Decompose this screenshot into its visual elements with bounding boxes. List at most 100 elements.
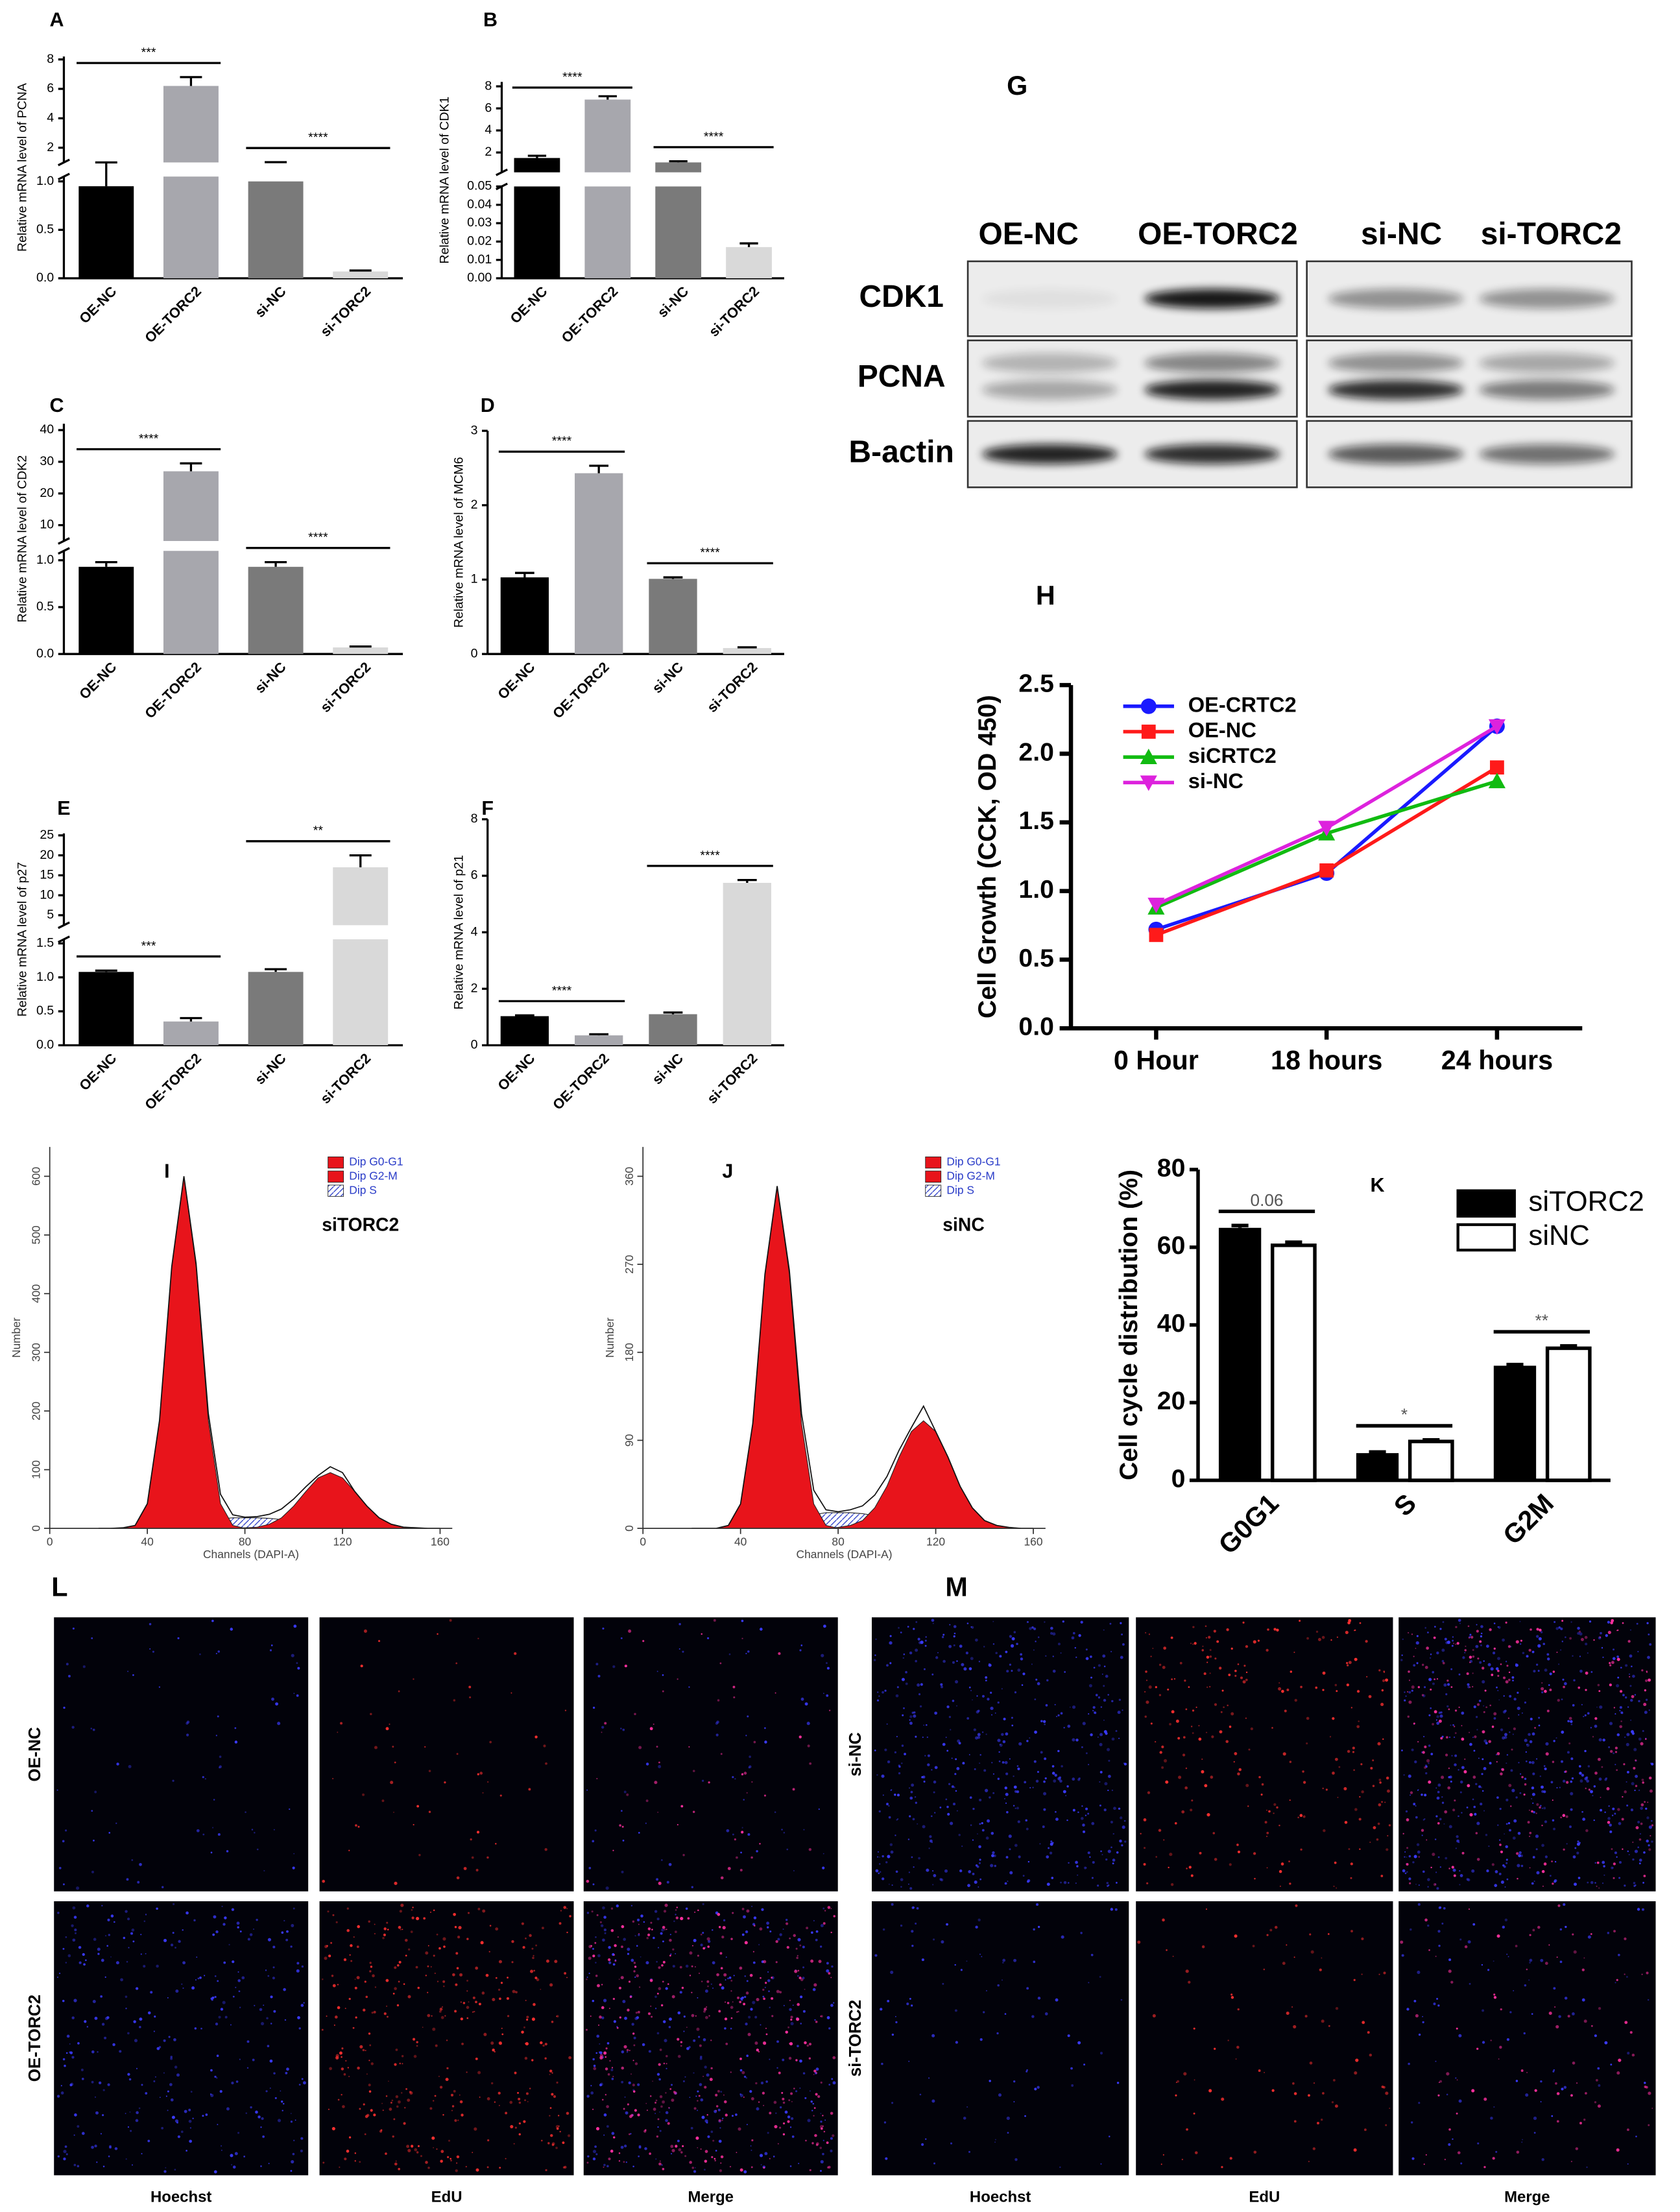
- cell-dot: [515, 1991, 518, 1993]
- cell-dot: [689, 1975, 691, 1977]
- cell-dot: [1294, 1699, 1297, 1702]
- cell-dot: [809, 1762, 812, 1765]
- cell-dot: [1622, 1694, 1625, 1696]
- cell-dot: [956, 1767, 960, 1770]
- cell-dot: [997, 1701, 1000, 1704]
- cell-dot: [767, 2132, 769, 2134]
- cell-dot: [1254, 1877, 1256, 1880]
- cell-dot: [564, 2165, 567, 2169]
- blot-band: [1328, 289, 1464, 309]
- cell-dot: [1049, 1851, 1053, 1855]
- cell-dot: [486, 2097, 490, 2100]
- cell-dot: [1630, 1719, 1632, 1721]
- cell-dot: [1188, 1866, 1192, 1869]
- axis-break: [58, 921, 70, 930]
- cell-dot: [1315, 1630, 1319, 1633]
- cell-dot: [586, 1912, 590, 1914]
- cell-dot: [1060, 1881, 1062, 1884]
- cell-dot: [996, 2032, 999, 2035]
- legend-label: Dip G2-M: [349, 1169, 397, 1182]
- cell-dot: [243, 2156, 245, 2158]
- cell-dot: [435, 2044, 438, 2047]
- cell-dot: [695, 1966, 696, 1967]
- cell-dot: [874, 1749, 876, 1751]
- cell-dot: [1567, 2015, 1570, 2018]
- cell-dot: [1598, 1738, 1602, 1742]
- cell-dot: [1077, 1811, 1079, 1814]
- cell-dot: [656, 1917, 660, 1921]
- axis-break: [58, 547, 70, 555]
- cell-dot: [298, 2084, 301, 2086]
- cell-dot: [1647, 1655, 1650, 1659]
- cell-dot: [1505, 1845, 1509, 1849]
- cell-dot: [389, 2108, 392, 2111]
- cell-dot: [881, 1774, 885, 1778]
- cell-dot: [977, 1833, 978, 1834]
- cell-dot: [941, 1685, 943, 1689]
- cell-dot: [1116, 1851, 1119, 1854]
- cell-dot: [1005, 1792, 1009, 1796]
- x-tick-label: 80: [832, 1535, 844, 1548]
- cell-dot: [1598, 1690, 1601, 1692]
- cell-dot: [815, 2067, 819, 2071]
- cell-dot: [789, 2126, 792, 2128]
- cell-dot: [1405, 1810, 1408, 1813]
- cell-dot: [626, 2051, 629, 2053]
- cell-dot: [763, 2104, 765, 2106]
- cell-dot: [56, 1789, 58, 1791]
- cell-dot: [739, 2093, 741, 2095]
- cell-dot: [763, 1997, 766, 2001]
- cell-dot: [1293, 2120, 1297, 2123]
- cell-dot: [1635, 1759, 1637, 1762]
- cell-dot: [896, 1686, 899, 1689]
- cell-dot: [494, 2101, 496, 2103]
- cell-dot: [901, 1744, 904, 1747]
- cell-dot: [823, 1692, 824, 1694]
- cell-dot: [341, 2067, 344, 2071]
- cell-dot: [359, 2045, 363, 2049]
- cell-dot: [717, 2089, 720, 2093]
- cell-dot: [954, 1632, 956, 1635]
- error-bar: [180, 76, 202, 86]
- cell-dot: [1436, 1678, 1439, 1680]
- cell-dot: [1057, 1714, 1060, 1716]
- cell-dot: [72, 1938, 76, 1942]
- cell-dot: [1491, 1863, 1494, 1866]
- cell-dot: [529, 2087, 531, 2089]
- cell-dot: [1209, 1686, 1211, 1688]
- cell-dot: [706, 2073, 710, 2077]
- cell-dot: [363, 1629, 367, 1633]
- panel-letter: C: [50, 394, 64, 416]
- cell-dot: [1202, 1645, 1204, 1647]
- cell-dot: [1121, 1844, 1123, 1847]
- cell-dot: [1495, 1667, 1499, 1670]
- cell-dot: [1646, 1622, 1649, 1624]
- cell-dot: [1334, 1861, 1337, 1864]
- cell-dot: [1578, 1765, 1581, 1768]
- cell-dot: [456, 2155, 460, 2159]
- cell-dot: [1039, 1843, 1041, 1845]
- cell-dot: [1520, 1864, 1524, 1868]
- cell-dot: [1520, 1639, 1522, 1642]
- cell-dot: [998, 2093, 1002, 2097]
- cell-dot: [1537, 1925, 1541, 1929]
- significance-label: ****: [308, 531, 328, 545]
- cell-dot: [1013, 1631, 1016, 1633]
- cell-dot: [475, 2057, 478, 2060]
- cell-dot: [427, 1965, 429, 1967]
- cell-dot: [440, 2150, 444, 2154]
- cell-dot: [637, 2113, 640, 2117]
- cell-dot: [1567, 1720, 1570, 1723]
- cell-dot: [177, 2135, 180, 2139]
- cell-dot: [662, 1690, 664, 1692]
- cell-dot: [673, 1920, 675, 1923]
- cell-dot: [439, 2086, 443, 2089]
- x-tick-label: OE-TORC2: [141, 659, 204, 722]
- cell-dot: [820, 2015, 822, 2017]
- cell-dot: [1511, 1676, 1515, 1679]
- cell-dot: [261, 2022, 265, 2026]
- cell-dot: [372, 1974, 375, 1978]
- cell-dot: [708, 1781, 710, 1784]
- cell-dot: [1644, 2082, 1646, 2084]
- cell-dot: [1087, 1851, 1090, 1855]
